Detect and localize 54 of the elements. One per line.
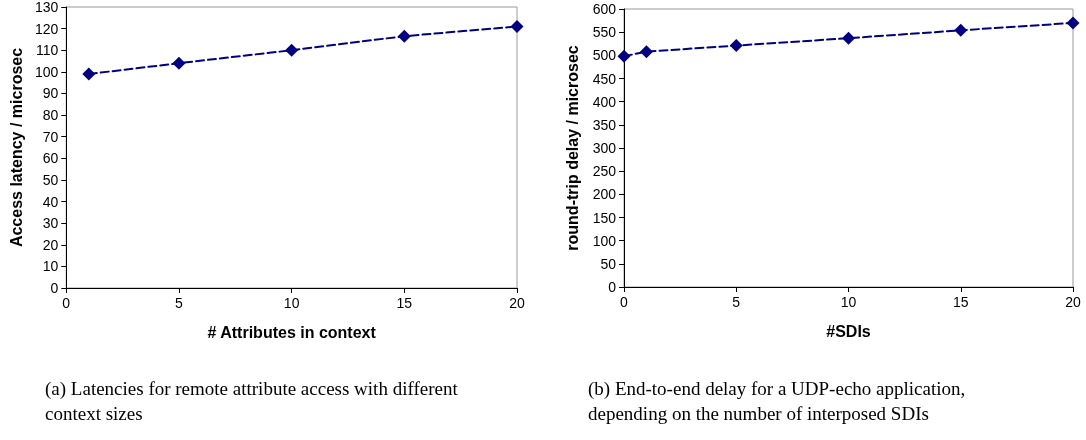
point [285, 43, 299, 57]
y-tick-label: 70 [42, 128, 59, 145]
point [510, 19, 524, 33]
point [729, 39, 743, 53]
y-tick-label: 20 [42, 236, 59, 253]
point [397, 29, 411, 43]
point [954, 23, 968, 37]
x-tick-label: 15 [952, 294, 969, 310]
y-axis-title: Access latency / microsec [7, 47, 25, 248]
x-tick-label: 20 [1065, 294, 1081, 310]
y-tick-label: 150 [592, 209, 617, 226]
x-tick-label: 20 [509, 295, 525, 311]
point [82, 67, 96, 81]
y-tick-label: 250 [592, 163, 617, 180]
y-tick-label: 30 [42, 215, 59, 232]
y-tick-label: 90 [42, 85, 59, 102]
text: (a) Latencies for remote attribute access with different context sizes [45, 377, 459, 426]
y-tick-label: 500 [592, 47, 617, 64]
y-tick-label: 40 [42, 193, 59, 210]
x-tick-label: 5 [732, 294, 741, 310]
x-tick-label: 0 [620, 294, 629, 310]
point [1066, 16, 1080, 30]
y-tick-label: 200 [592, 186, 617, 203]
y-tick-label: 100 [34, 63, 59, 80]
y-axis-title: round-trip delay / microsec [563, 45, 581, 251]
text: (b) End-to-end delay for a UDP-echo application, depending on the number of interposed SDIs [588, 377, 967, 426]
y-tick-label: 600 [592, 1, 617, 17]
y-tick-label: 300 [592, 140, 617, 156]
point [172, 56, 186, 70]
point [842, 31, 855, 45]
y-tick-label: 550 [592, 24, 617, 41]
x-tick-label: 10 [840, 294, 857, 310]
x-axis-title: # Attributes in context [207, 323, 377, 341]
y-tick-label: 100 [592, 232, 617, 249]
y-tick-label: 120 [34, 20, 59, 37]
x-tick-label: 0 [62, 295, 71, 311]
y-tick-label: 10 [42, 258, 59, 275]
y-tick-label: 350 [592, 116, 617, 133]
y-tick-label: 400 [592, 93, 617, 110]
x-tick-label: 5 [175, 295, 184, 311]
y-tick-label: 450 [592, 70, 617, 87]
x-tick-label: 10 [283, 295, 300, 311]
y-tick-label: 0 [50, 280, 59, 296]
x-tick-label: 15 [396, 295, 413, 311]
y-tick-label: 80 [42, 107, 59, 124]
y-tick-label: 50 [42, 171, 59, 188]
point [639, 45, 653, 59]
y-tick-label: 60 [42, 150, 59, 167]
x-axis-title: #SDIs [826, 322, 871, 340]
point [617, 49, 631, 63]
y-tick-label: 50 [600, 255, 617, 272]
y-tick-label: 0 [608, 279, 617, 295]
y-tick-label: 130 [34, 0, 59, 15]
y-tick-label: 110 [35, 42, 59, 59]
